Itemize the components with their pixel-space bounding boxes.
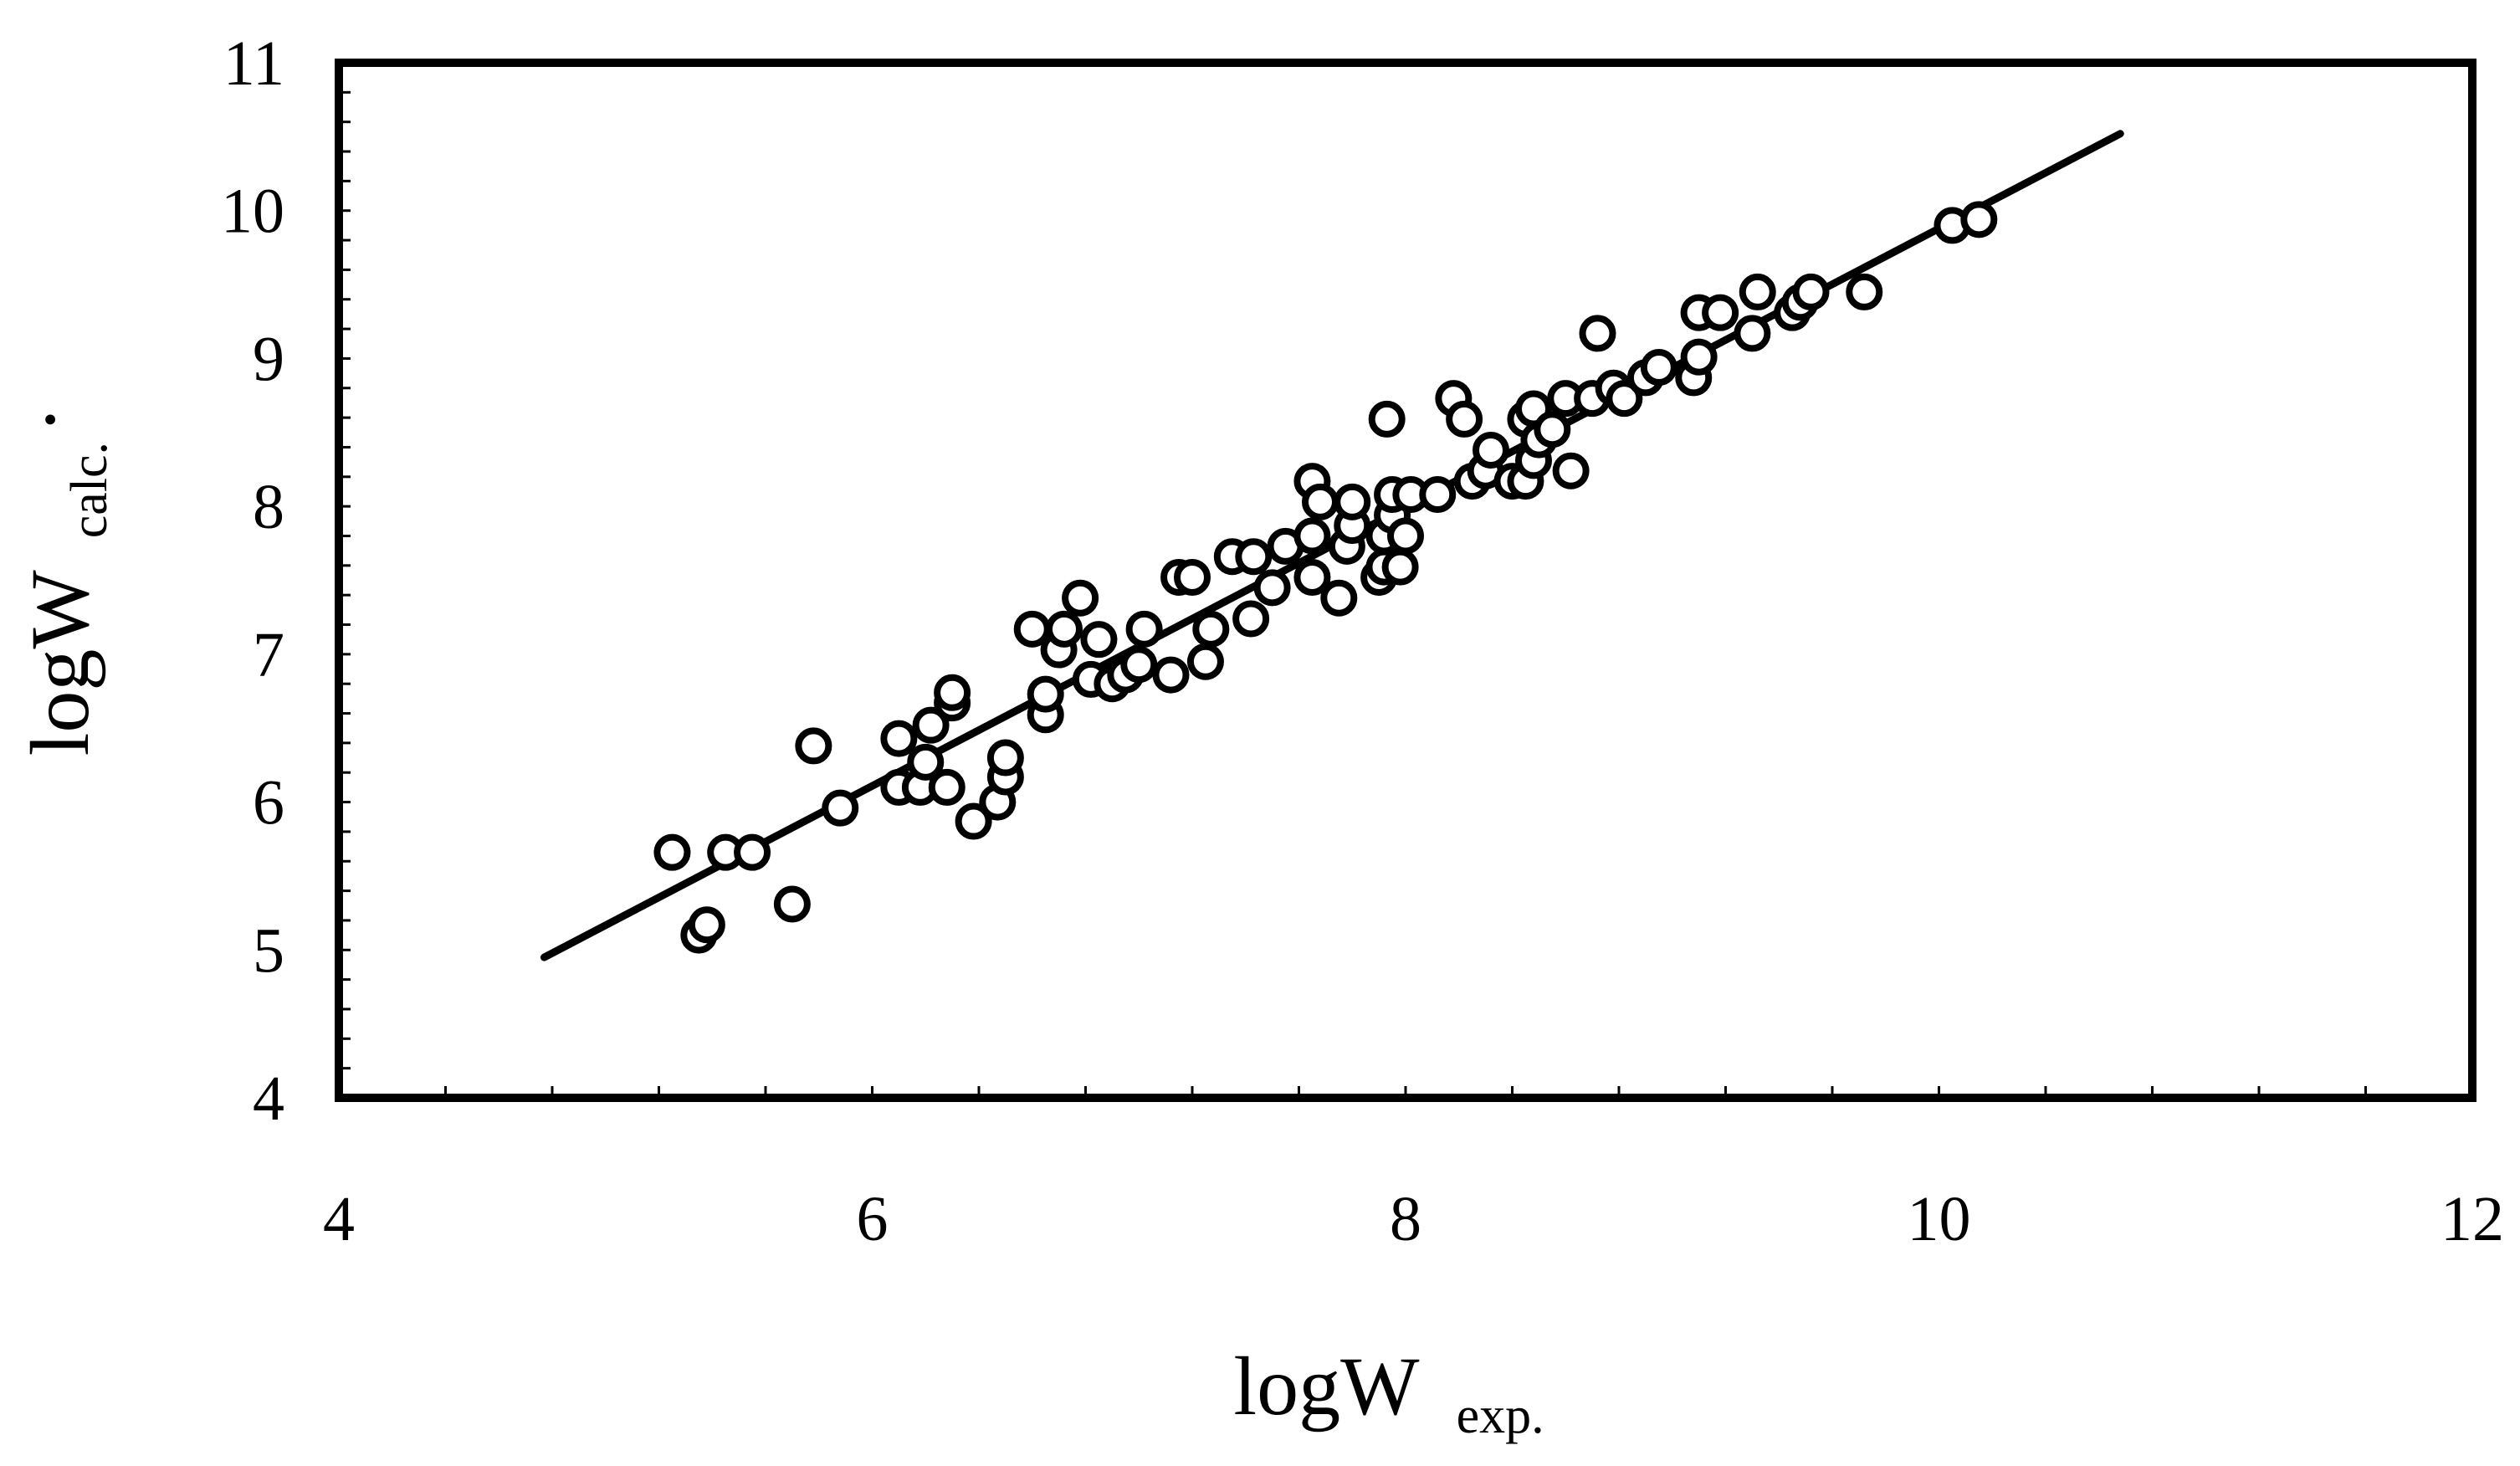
- data-point: [1579, 315, 1616, 352]
- data-point: [773, 885, 811, 923]
- data-point: [1062, 579, 1099, 617]
- data-point: [1120, 646, 1158, 684]
- data-point: [1387, 517, 1424, 555]
- x-tick-labels: 4 6 8 10 12: [323, 1184, 2504, 1254]
- y-tick-label: 9: [253, 324, 284, 394]
- data-point: [1293, 517, 1331, 555]
- data-point: [1293, 558, 1331, 596]
- data-point: [1253, 569, 1291, 607]
- data-point: [1552, 452, 1590, 490]
- data-point: [1186, 643, 1224, 680]
- data-point: [928, 768, 965, 806]
- data-point: [1419, 476, 1457, 514]
- data-points: [653, 201, 1998, 954]
- data-point: [1846, 273, 1883, 310]
- data-point: [1534, 411, 1571, 449]
- data-point: [907, 743, 945, 781]
- data-point: [1232, 600, 1270, 638]
- x-tick-label: 12: [2441, 1184, 2504, 1254]
- data-point: [734, 833, 771, 871]
- data-point: [880, 720, 918, 757]
- data-point: [1080, 621, 1118, 659]
- data-point: [1739, 273, 1776, 310]
- x-axis-title-main: logW: [1233, 1340, 1420, 1433]
- data-point: [912, 706, 950, 744]
- y-tick-label: 6: [253, 768, 284, 838]
- y-axis-title-dot: ·: [3, 406, 96, 433]
- y-axis-title: logW calc. ·: [3, 406, 118, 756]
- data-point: [1960, 201, 1998, 238]
- data-point: [1680, 338, 1718, 376]
- data-point: [1606, 380, 1643, 418]
- y-tick-label: 5: [253, 915, 284, 986]
- data-point: [955, 802, 992, 840]
- data-point: [1792, 273, 1830, 310]
- data-point: [688, 906, 725, 944]
- x-axis-title-sub: exp.: [1457, 1387, 1544, 1444]
- y-tick-label: 7: [253, 620, 284, 690]
- data-point: [1446, 400, 1483, 438]
- x-axis-title: logW exp.: [1233, 1340, 1544, 1444]
- x-tick-label: 8: [1390, 1184, 1421, 1254]
- y-tick-label: 8: [253, 472, 284, 542]
- y-tick-label: 4: [253, 1064, 284, 1134]
- data-point: [1640, 349, 1677, 387]
- x-tick-label: 10: [1908, 1184, 1971, 1254]
- x-tick-label: 4: [323, 1184, 355, 1254]
- data-point: [1046, 610, 1083, 648]
- data-point: [1381, 548, 1419, 586]
- data-point: [1027, 675, 1064, 713]
- data-point: [1125, 610, 1163, 648]
- data-point: [1152, 656, 1190, 694]
- y-axis-title-sub: calc.: [61, 442, 118, 538]
- data-point: [1192, 610, 1230, 648]
- y-tick-label: 10: [221, 177, 284, 247]
- data-point: [1320, 579, 1358, 617]
- data-point: [653, 833, 691, 871]
- data-point: [795, 727, 832, 765]
- data-point: [1334, 483, 1371, 520]
- data-point: [1734, 315, 1771, 352]
- x-tick-label: 6: [857, 1184, 889, 1254]
- data-point: [1235, 538, 1273, 576]
- data-point: [1473, 431, 1509, 469]
- data-point: [1368, 400, 1406, 438]
- y-tick-label: 11: [223, 28, 284, 99]
- data-point: [1174, 558, 1211, 596]
- data-point: [822, 789, 859, 827]
- y-tick-labels: 4 5 6 7 8 9 10 11: [221, 28, 284, 1134]
- data-point: [1702, 294, 1739, 331]
- data-point: [986, 739, 1024, 777]
- data-point: [1013, 610, 1051, 648]
- data-point: [1302, 483, 1339, 520]
- y-axis-title-main: logW: [13, 570, 106, 756]
- data-point: [934, 674, 971, 711]
- minor-ticks: [339, 90, 2367, 1098]
